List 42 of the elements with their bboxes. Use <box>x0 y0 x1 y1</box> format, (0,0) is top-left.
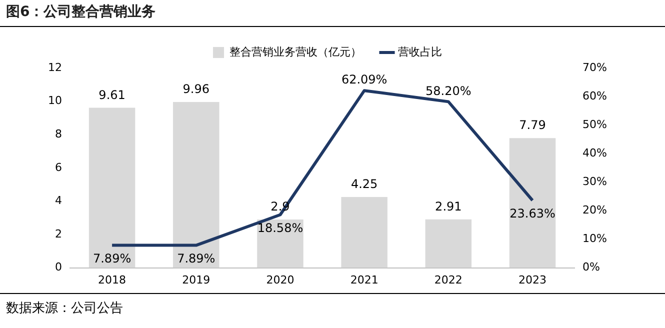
y-tick-label: 0 <box>54 260 62 274</box>
x-tick-label: 2021 <box>350 273 378 286</box>
y2-tick-label: 50% <box>582 118 608 131</box>
bar <box>257 220 304 268</box>
legend-label: 营收占比 <box>398 45 442 58</box>
x-tick-label: 2019 <box>182 273 210 286</box>
data-label: 18.58% <box>257 220 304 235</box>
y2-tick-label: 30% <box>582 175 608 188</box>
bar <box>425 219 472 268</box>
y-tick-label: 8 <box>54 127 62 140</box>
y2-tick-label: 20% <box>582 204 608 217</box>
data-label: 62.09% <box>341 72 388 87</box>
bar <box>341 197 388 268</box>
x-tick-label: 2023 <box>518 273 547 286</box>
x-tick-label: 2018 <box>98 273 126 286</box>
chart-title: 图6：公司整合营销业务 <box>0 0 665 27</box>
source-note: 数据来源：公司公告 <box>6 301 123 316</box>
data-label: 7.89% <box>92 251 132 266</box>
data-label: 58.20% <box>426 84 472 98</box>
x-tick-label: 2022 <box>434 273 462 286</box>
legend-label: 整合营销业务营收（亿元） <box>230 45 362 58</box>
y-tick-label: 10 <box>48 94 62 108</box>
data-label: 23.63% <box>510 206 556 220</box>
data-label: 9.96 <box>182 82 210 96</box>
y2-tick-label: 10% <box>582 232 608 246</box>
data-label: 7.89% <box>177 251 216 266</box>
data-label: 4.25 <box>350 177 378 192</box>
y2-tick-label: 60% <box>582 89 608 102</box>
bar <box>88 108 136 268</box>
y-tick-label: 4 <box>54 194 62 208</box>
y-tick-label: 2 <box>54 227 62 240</box>
y-tick-label: 12 <box>48 60 62 74</box>
y2-tick-label: 0% <box>582 260 600 274</box>
data-label: 7.79 <box>519 118 546 132</box>
y2-tick-label: 70% <box>582 60 608 74</box>
data-label: 9.61 <box>98 88 126 102</box>
y2-tick-label: 40% <box>582 146 608 160</box>
bar <box>173 102 220 268</box>
bar <box>509 138 556 268</box>
y-tick-label: 6 <box>54 160 62 174</box>
data-label: 2.91 <box>435 199 462 214</box>
x-tick-label: 2020 <box>266 273 294 286</box>
